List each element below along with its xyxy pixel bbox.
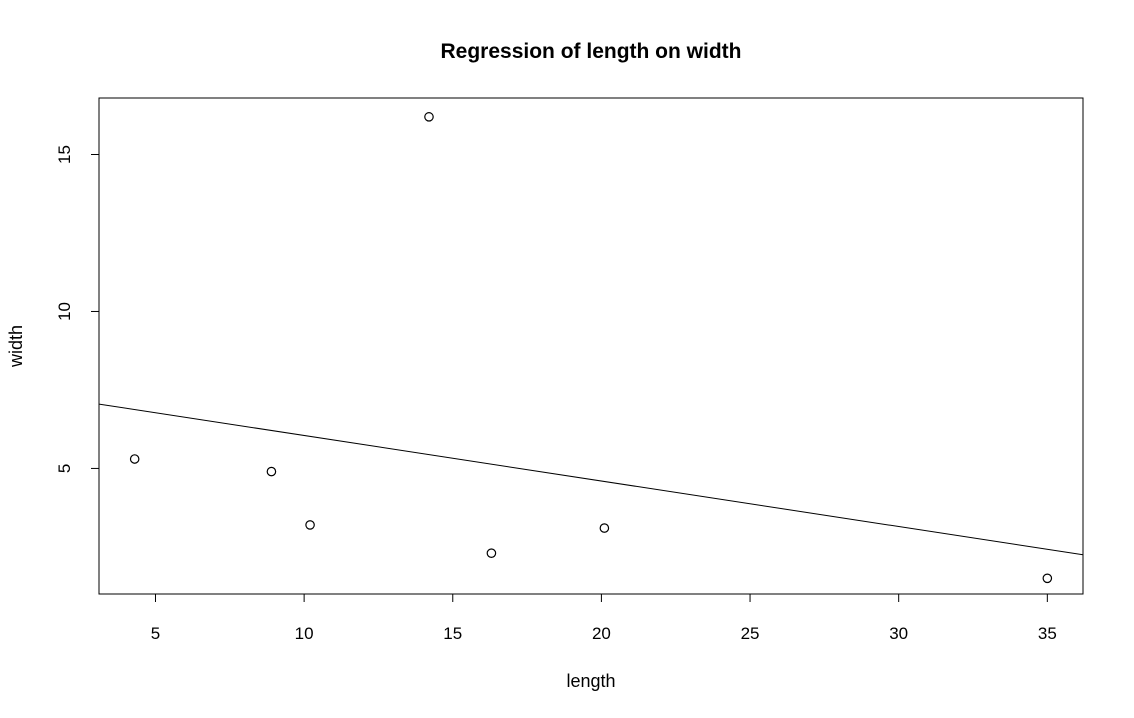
- y-axis-label: width: [6, 325, 26, 368]
- x-tick-label: 20: [592, 624, 611, 643]
- plot-frame: [98, 97, 1084, 595]
- data-point: [599, 523, 610, 533]
- data-point: [424, 112, 434, 122]
- x-tick-label: 10: [295, 624, 314, 643]
- x-axis: 5 10 15 20 25 30 35: [151, 593, 1057, 643]
- y-tick-label: 10: [55, 302, 74, 321]
- x-tick-label: 5: [151, 624, 160, 643]
- y-tick-label: 5: [55, 464, 74, 473]
- x-tick-label: 25: [741, 624, 760, 643]
- x-tick-label: 35: [1038, 624, 1057, 643]
- data-point: [129, 454, 140, 464]
- x-tick-label: 30: [889, 624, 908, 643]
- data-point: [266, 466, 277, 477]
- plot-area: [98, 97, 1084, 595]
- y-axis: 5 10 15: [55, 145, 100, 473]
- data-point: [305, 520, 315, 530]
- x-tick-label: 15: [443, 624, 462, 643]
- chart-title: Regression of length on width: [441, 40, 742, 63]
- data-point: [1042, 573, 1053, 584]
- regression-line: [99, 403, 1083, 556]
- y-tick-label: 15: [55, 145, 74, 164]
- x-axis-label: length: [566, 671, 615, 691]
- data-point: [486, 548, 497, 558]
